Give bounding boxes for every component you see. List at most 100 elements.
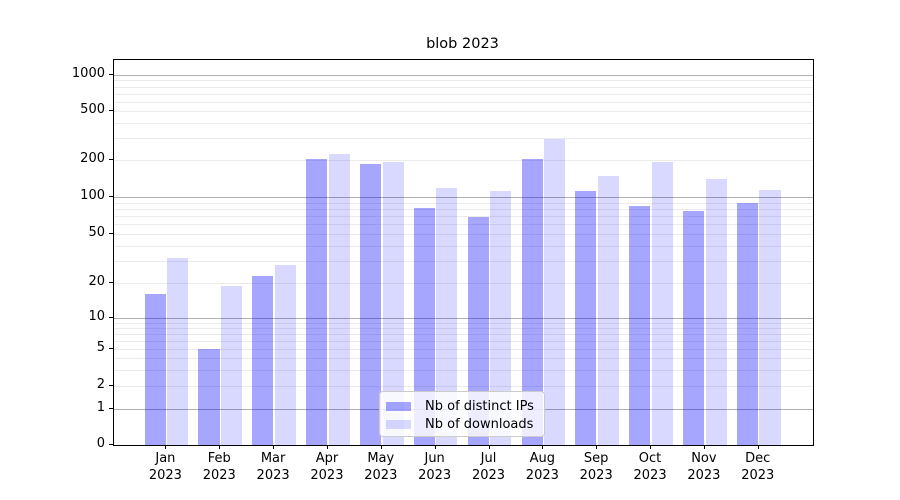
minor-gridline [114,80,813,82]
minor-gridline [114,111,813,112]
x-tick-mark [757,445,759,449]
y-tick-label: 10 [88,309,105,324]
x-tick-mark [165,445,167,449]
bar-jan-distinct-ips [144,294,166,445]
chart-title: blob 2023 [426,36,499,52]
y-tick-label: 100 [80,188,105,203]
x-tick-mark [703,445,705,449]
y-tick-mark [109,159,113,160]
y-tick-mark [109,317,113,318]
y-tick-label: 5 [96,340,105,355]
minor-gridline [114,224,813,226]
bar-aug-distinct-ips [521,159,543,445]
minor-gridline [114,333,813,335]
legend-row-downloads: Nb of downloads [386,415,536,433]
minor-gridline [114,202,813,204]
major-gridline [114,197,813,198]
legend-row-distinct-ips: Nb of distinct IPs [386,397,536,415]
x-tick-label: Aug 2023 [525,451,559,483]
minor-gridline [114,340,813,342]
y-tick-label: 1 [96,400,105,415]
bar-nov-downloads [705,179,727,445]
y-tick-mark [109,74,113,75]
bar-apr-distinct-ips [306,159,328,445]
x-tick-label: Oct 2023 [633,451,667,483]
minor-gridline [114,349,813,350]
x-tick-label: Apr 2023 [310,451,344,483]
bar-feb-distinct-ips [198,349,220,445]
y-tick-mark [109,385,113,386]
x-tick-label: Jan 2023 [148,451,182,483]
x-tick-label: Jun 2023 [418,451,452,483]
bar-mar-downloads [274,265,296,445]
legend-swatch-distinct-ips [386,401,411,411]
minor-gridline [114,101,813,103]
x-tick-mark [273,445,275,449]
x-tick-mark [488,445,490,449]
bar-may-downloads [382,161,404,445]
minor-gridline [114,369,813,371]
bar-apr-downloads [328,154,350,445]
bar-jan-downloads [167,257,189,445]
x-tick-mark [326,445,328,449]
minor-gridline [114,386,813,387]
x-tick-mark [219,445,221,449]
legend-swatch-downloads [386,419,411,429]
x-tick-mark [650,445,652,449]
y-tick-mark [109,233,113,234]
bar-jul-downloads [490,190,512,445]
y-tick-label: 50 [88,225,105,240]
y-tick-label: 500 [80,102,105,117]
legend: Nb of distinct IPs Nb of downloads [379,391,545,437]
minor-gridline [114,216,813,218]
x-tick-label: Dec 2023 [741,451,775,483]
major-gridline [114,75,813,76]
x-tick-label: Sep 2023 [579,451,613,483]
minor-gridline [114,245,813,247]
bar-jun-downloads [436,187,458,445]
y-tick-mark [109,196,113,197]
minor-gridline [114,234,813,235]
bar-jul-distinct-ips [467,216,489,445]
bar-nov-distinct-ips [683,210,705,445]
legend-label-distinct-ips: Nb of distinct IPs [425,398,534,414]
minor-gridline [114,93,813,95]
bar-sep-downloads [597,176,619,445]
bar-oct-distinct-ips [629,205,651,445]
x-tick-mark [542,445,544,449]
y-tick-mark [109,408,113,409]
minor-gridline [114,358,813,359]
minor-gridline [114,208,813,210]
minor-gridline [114,283,813,284]
major-gridline [114,318,813,319]
y-tick-mark [109,282,113,283]
bar-jun-distinct-ips [413,207,435,445]
minor-gridline [114,138,813,140]
bar-oct-downloads [651,162,673,445]
bar-sep-distinct-ips [575,191,597,445]
y-tick-label: 1000 [71,66,105,81]
x-tick-mark [596,445,598,449]
y-tick-mark [109,444,113,445]
minor-gridline [114,122,813,124]
y-tick-label: 20 [88,274,105,289]
y-tick-label: 200 [80,151,105,166]
bar-dec-distinct-ips [736,202,759,445]
legend-label-downloads: Nb of downloads [425,416,534,432]
bar-mar-distinct-ips [252,275,274,445]
minor-gridline [114,327,813,329]
minor-gridline [114,160,813,161]
y-tick-label: 2 [96,377,105,392]
minor-gridline [114,322,813,324]
y-tick-mark [109,110,113,111]
x-tick-mark [380,445,382,449]
x-tick-label: Jul 2023 [471,451,506,483]
bar-aug-downloads [544,139,566,445]
minor-gridline [114,86,813,88]
bar-dec-downloads [759,190,781,445]
x-tick-label: Mar 2023 [256,451,290,483]
y-tick-mark [109,348,113,349]
x-tick-label: Nov 2023 [687,451,721,483]
bar-may-distinct-ips [360,163,382,445]
